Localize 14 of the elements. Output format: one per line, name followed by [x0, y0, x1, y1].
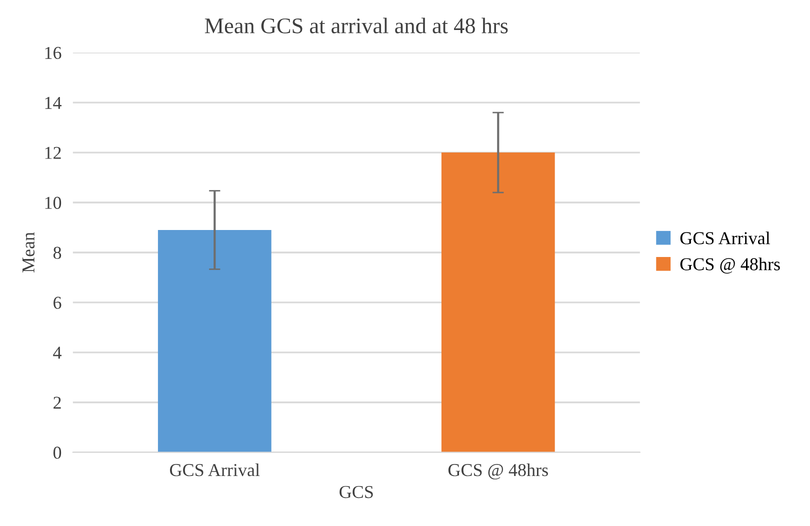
y-tick-label: 0 — [53, 446, 62, 459]
legend-label: GCS Arrival — [680, 232, 770, 244]
y-tick-label: 8 — [53, 246, 62, 259]
y-tick-label: 12 — [45, 146, 61, 159]
y-tick-label: 16 — [45, 46, 62, 60]
y-tick-label: 14 — [45, 96, 62, 109]
y-tick-label: 6 — [54, 296, 62, 309]
y-tick-label: 4 — [53, 346, 62, 359]
chart-title: Mean GCS at arrival and at 48 hrs — [204, 18, 508, 34]
x-axis-title: GCS — [340, 486, 373, 498]
y-axis-title: Mean — [22, 232, 35, 273]
y-tick-label: 2 — [54, 396, 61, 409]
legend-label: GCS @ 48hrs — [680, 258, 780, 274]
y-tick-label: 10 — [45, 196, 62, 209]
